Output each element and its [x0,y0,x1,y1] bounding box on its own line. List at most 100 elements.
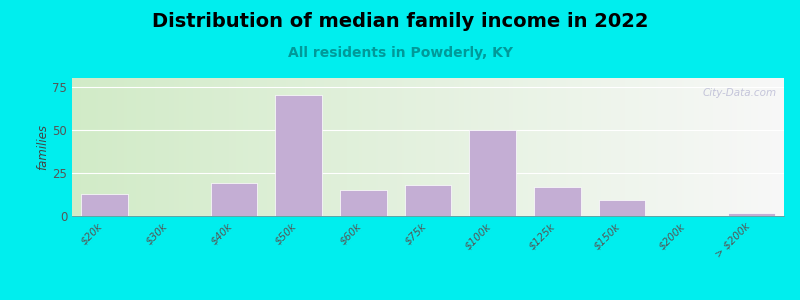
Bar [765,78,767,216]
Bar [183,78,186,216]
Bar [238,78,241,216]
Bar [521,78,523,216]
Bar [89,78,91,216]
Bar [72,78,74,216]
Bar [310,78,312,216]
Bar [319,78,322,216]
Bar [246,78,248,216]
Bar [737,78,739,216]
Bar [480,78,482,216]
Bar [457,78,459,216]
Bar [143,78,146,216]
Bar [266,78,269,216]
Bar [535,78,537,216]
Bar [466,78,468,216]
Bar [506,78,509,216]
Bar [696,78,698,216]
Bar [110,78,112,216]
Bar [622,78,625,216]
Bar [155,78,158,216]
Bar [428,78,430,216]
Bar [79,78,82,216]
Bar [649,78,651,216]
Bar [450,78,452,216]
Bar [478,78,480,216]
Bar [276,78,278,216]
Bar [418,78,421,216]
Bar [366,78,369,216]
Bar [406,78,409,216]
Bar [779,78,782,216]
Text: City-Data.com: City-Data.com [702,88,777,98]
Bar [378,78,381,216]
Bar [179,78,181,216]
Bar [430,78,433,216]
Bar [342,78,345,216]
Bar [533,78,535,216]
Bar [101,78,103,216]
Bar [677,78,679,216]
Bar [447,78,450,216]
Bar [530,78,533,216]
Bar [359,78,362,216]
Bar [345,78,347,216]
Bar [243,78,246,216]
Bar [625,78,627,216]
Bar [627,78,630,216]
Bar [126,78,129,216]
Bar [91,78,94,216]
Bar [599,78,602,216]
Bar [516,78,518,216]
Bar [684,78,686,216]
Bar [568,78,570,216]
Bar [288,78,290,216]
Bar [755,78,758,216]
Bar [542,78,544,216]
Bar [350,78,352,216]
Bar [136,78,138,216]
Bar [758,78,760,216]
Bar [81,194,128,216]
Bar [749,78,750,216]
Bar [646,78,649,216]
Bar [269,78,271,216]
Bar [452,78,454,216]
Bar [566,78,568,216]
Bar [546,78,549,216]
Bar [362,78,364,216]
Bar [722,78,725,216]
Bar [323,78,326,216]
Bar [610,78,613,216]
Bar [114,78,117,216]
Bar [141,78,143,216]
Bar [394,78,397,216]
Bar [494,78,497,216]
Bar [107,78,110,216]
Bar [386,78,388,216]
Bar [504,78,506,216]
Bar [582,78,585,216]
Text: All residents in Powderly, KY: All residents in Powderly, KY [287,46,513,61]
Bar [283,78,286,216]
Bar [210,78,212,216]
Bar [414,78,416,216]
Bar [670,78,673,216]
Bar [405,185,451,216]
Bar [575,78,578,216]
Bar [573,78,575,216]
Bar [248,78,250,216]
Bar [254,78,257,216]
Bar [153,78,155,216]
Bar [146,78,148,216]
Bar [642,78,644,216]
Bar [558,78,561,216]
Bar [482,78,485,216]
Bar [421,78,423,216]
Bar [514,78,516,216]
Bar [556,78,558,216]
Bar [98,78,101,216]
Bar [661,78,663,216]
Bar [369,78,371,216]
Bar [470,78,473,216]
Bar [112,78,114,216]
